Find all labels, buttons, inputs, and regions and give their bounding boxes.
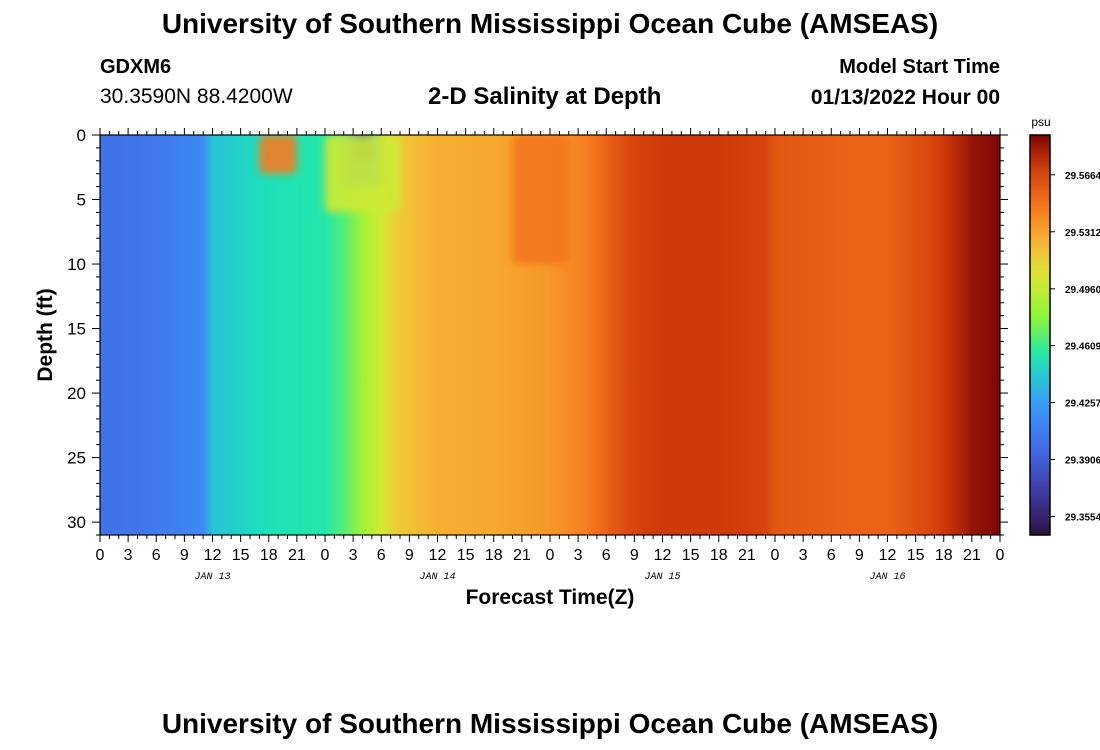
y-tick-label: 5 [77,191,86,210]
x-tick-label: 3 [799,547,808,564]
x-tick-label: 21 [738,547,756,564]
heatmap-plot-area [80,115,1020,535]
x-tick-label: 18 [485,547,503,564]
x-tick-label: 21 [513,547,531,564]
model-start-label: Model Start Time [839,56,1000,78]
x-tick-label: 15 [232,547,250,564]
x-tick-label: 18 [260,547,278,564]
x-tick-label: 9 [630,547,639,564]
y-tick-label: 10 [67,255,86,274]
x-tick-label: 3 [574,547,583,564]
colorbar-tick-label: 29.5312 [1065,228,1100,239]
chart-subtitle: 2-D Salinity at Depth [428,83,662,110]
x-tick-label: 9 [180,547,189,564]
surface-anomaly-3 [325,135,400,213]
x-tick-label: 9 [855,547,864,564]
station-coordinates: 30.3590N 88.4200W [100,85,293,108]
colorbar-tick-label: 29.4609 [1065,342,1100,353]
x-tick-label: 12 [879,547,897,564]
x-tick-label: 0 [96,547,105,564]
colorbar-tick-label: 29.3554 [1065,513,1100,524]
x-tick-label: 6 [377,547,386,564]
x-axis-label: Forecast Time(Z) [466,586,635,609]
x-tick-label: 15 [457,547,475,564]
y-tick-label: 15 [67,320,86,339]
page-title: University of Southern Mississippi Ocean… [161,8,939,39]
x-tick-label: 0 [996,547,1005,564]
model-start-value: 01/13/2022 Hour 00 [810,86,1000,109]
x-tick-label: 6 [827,547,836,564]
repeated-page-title: University of Southern Mississippi Ocean… [161,708,939,739]
y-tick-label: 30 [67,513,86,532]
date-label: JAN 16 [869,572,905,583]
x-tick-label: 15 [907,547,925,564]
y-tick-label: 0 [77,126,86,145]
x-tick-label: 0 [546,547,555,564]
x-tick-label: 18 [935,547,953,564]
surface-anomaly-0 [259,135,297,174]
colorbar-tick-label: 29.4960 [1065,285,1100,296]
colorbar-tick-label: 29.5664 [1065,171,1100,182]
chart-axes: 0 3 6 9 12 15 18 21 0 3 6 9 12 15 18 21 0 3 6 9 12 15 18 21 0 3 6 9… [34,126,1008,609]
colorbar-scale [1029,134,1051,536]
x-tick-label: 6 [152,547,161,564]
colorbar-tick-label: 29.3906 [1065,455,1100,466]
colorbar-tick-label: 29.4257 [1065,399,1100,410]
x-tick-label: 18 [710,547,728,564]
y-tick-label: 20 [67,384,86,403]
x-tick-label: 21 [288,547,306,564]
station-id: GDXM6 [100,56,172,78]
x-tick-label: 12 [204,547,222,564]
x-tick-label: 21 [963,547,981,564]
salinity-heatmap-chart: 0 3 6 9 12 15 18 21 0 3 6 9 12 15 18 21 0 3 6 9 12 15 18 21 0 3 6 9… [34,115,1100,609]
x-tick-label: 3 [124,547,133,564]
x-tick-label: 6 [602,547,611,564]
y-tick-label: 25 [67,449,86,468]
date-label: JAN 13 [194,572,230,583]
surface-anomaly-4 [512,135,569,265]
x-tick-label: 15 [682,547,700,564]
colorbar: psu 29.3554 29.3906 29.4257 29.4609 29.4960 29… [1029,115,1100,536]
date-label: JAN 15 [644,572,680,583]
x-tick-label: 0 [321,547,330,564]
x-tick-label: 9 [405,547,414,564]
x-tick-label: 12 [654,547,672,564]
x-tick-label: 12 [429,547,447,564]
x-tick-label: 0 [771,547,780,564]
x-tick-label: 3 [349,547,358,564]
y-axis-label: Depth (ft) [34,288,57,381]
colorbar-unit: psu [1031,115,1050,129]
date-label: JAN 14 [419,572,455,583]
